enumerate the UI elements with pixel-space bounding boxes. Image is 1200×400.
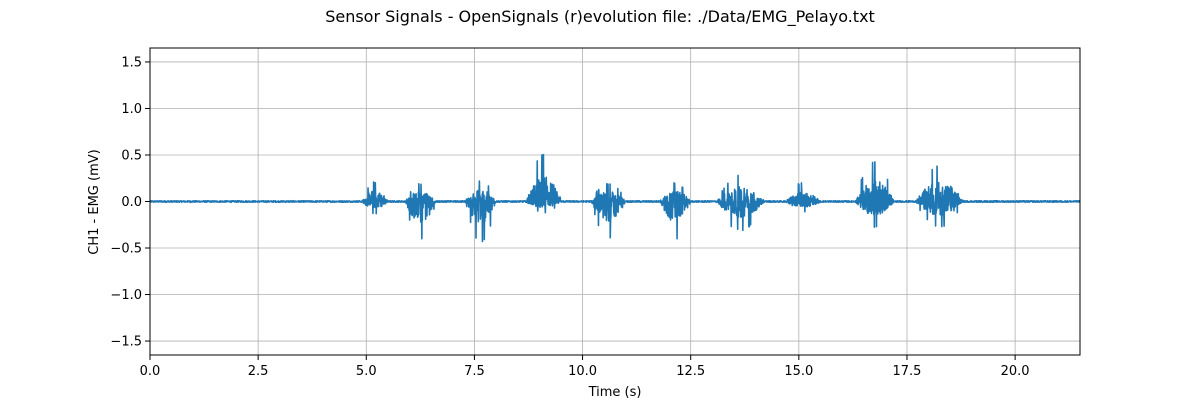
chart-title: Sensor Signals - OpenSignals (r)evolutio… — [325, 7, 875, 27]
x-tick-label: 17.5 — [893, 364, 922, 379]
y-tick-label: 1.5 — [121, 55, 142, 70]
x-tick-label: 12.5 — [676, 364, 705, 379]
x-tick-label: 5.0 — [356, 364, 377, 379]
x-tick-label: 20.0 — [1001, 364, 1030, 379]
x-tick-label: 10.0 — [568, 364, 597, 379]
y-tick-label: 0.0 — [121, 195, 142, 210]
y-tick-label: −1.0 — [110, 288, 142, 303]
x-tick-label: 15.0 — [784, 364, 813, 379]
x-tick-label: 2.5 — [248, 364, 269, 379]
y-tick-label: −1.5 — [110, 335, 142, 350]
signal-layer — [149, 153, 1081, 243]
x-axis-label: Time (s) — [588, 385, 642, 400]
emg-signal-line — [149, 153, 1081, 243]
y-tick-label: 1.0 — [121, 102, 142, 117]
x-axis-ticks: 0.0 2.5 5.0 7.5 10.0 12.5 15.0 17.5 20.0 — [140, 355, 1030, 379]
y-tick-label: 0.5 — [121, 148, 142, 163]
y-axis-ticks: 1.5 1.0 0.5 0.0 −0.5 −1.0 −1.5 — [110, 55, 150, 350]
x-tick-label: 0.0 — [140, 364, 161, 379]
x-tick-label: 7.5 — [464, 364, 485, 379]
y-axis-label: CH1 - EMG (mV) — [87, 149, 102, 254]
y-tick-label: −0.5 — [110, 242, 142, 257]
